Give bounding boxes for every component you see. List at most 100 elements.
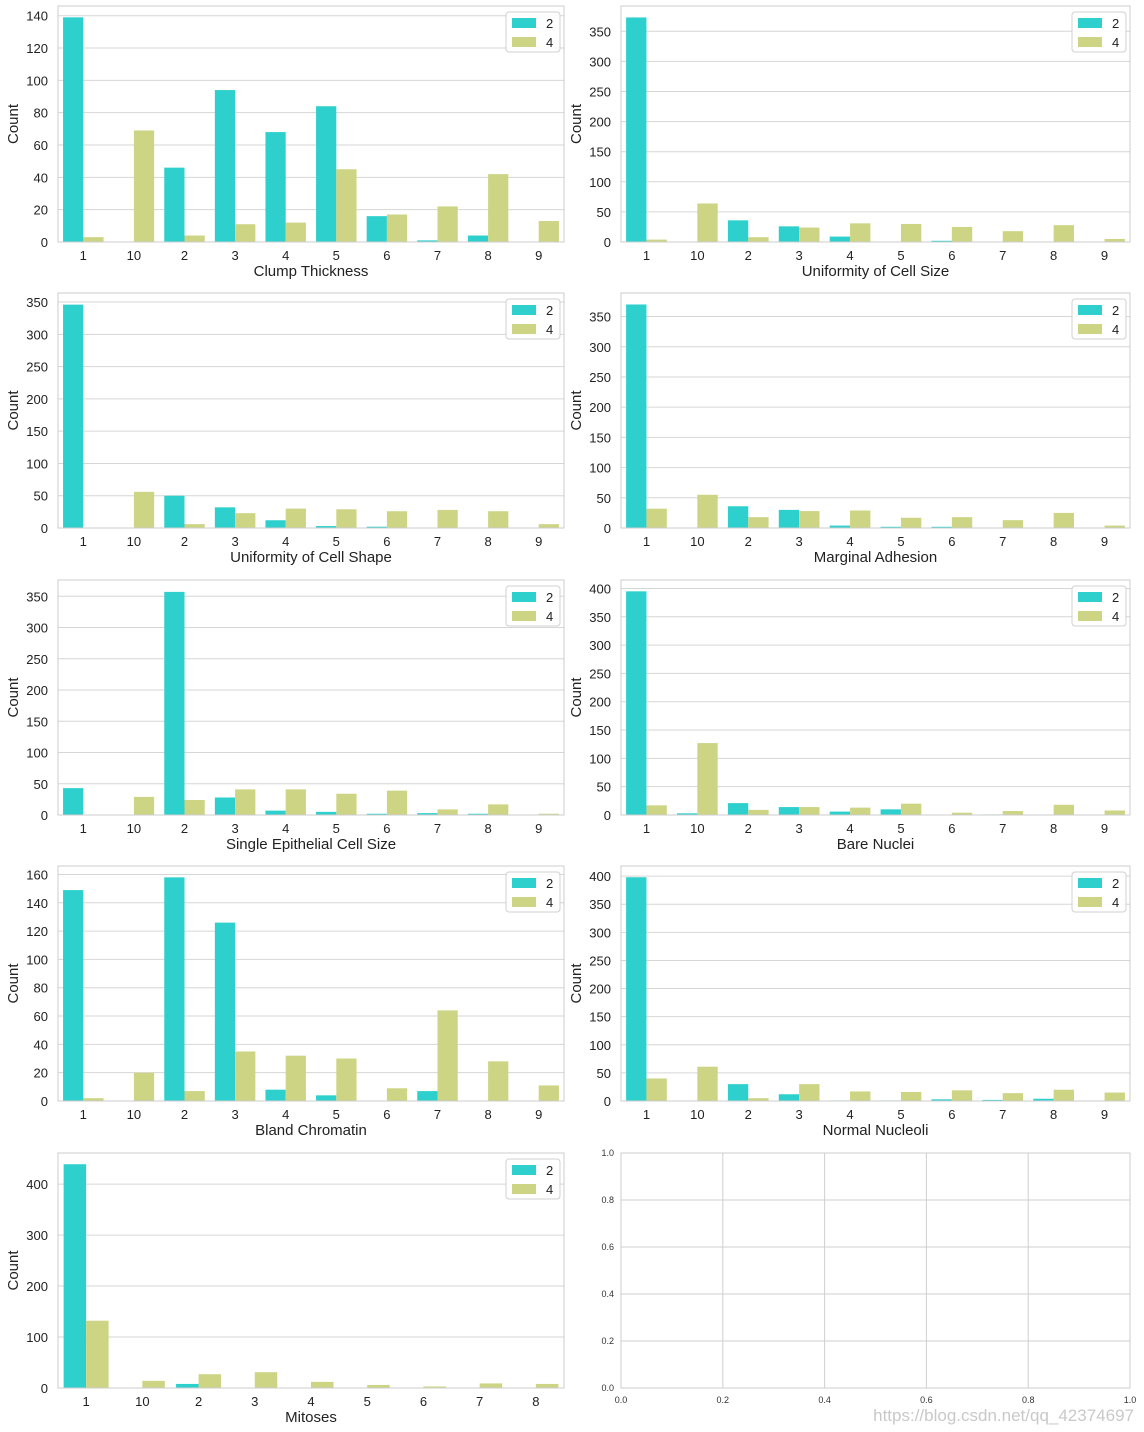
y-tick-label: 100 <box>26 1330 48 1345</box>
axes-frame <box>57 1152 565 1389</box>
y-tick-label: 160 <box>26 867 48 882</box>
bar-bland-chromatin-cat-8-series-4 <box>488 1061 509 1101</box>
x-tick-label: 10 <box>127 248 141 263</box>
x-tick-label: 8 <box>1050 821 1057 836</box>
legend: 24 <box>1071 298 1127 340</box>
y-tick-label: 100 <box>26 746 48 761</box>
y-tick-label: 0.2 <box>601 1336 614 1346</box>
x-tick-label: 7 <box>999 821 1006 836</box>
bar-clump-thickness-cat-9-series-4 <box>538 220 559 242</box>
y-axis-label: Count <box>568 677 585 718</box>
x-tick-label: 4 <box>282 534 289 549</box>
legend-label-4: 4 <box>1112 895 1119 910</box>
bar-uniformity-of-cell-shape-cat-8-series-4 <box>488 511 509 528</box>
bar-mitoses-cat-2-series-4 <box>198 1374 222 1388</box>
bar-uniformity-of-cell-shape-cat-4-series-4 <box>285 508 306 528</box>
y-tick-label: 0 <box>41 235 48 250</box>
y-tick-label: 100 <box>589 175 611 190</box>
legend-label-2: 2 <box>1112 876 1119 891</box>
bar-mitoses-cat-10-series-4 <box>142 1380 165 1388</box>
bar-single-epithelial-cell-size-cat-5-series-4 <box>336 793 357 815</box>
bar-normal-nucleoli-cat-8-series-4 <box>1053 1089 1075 1101</box>
y-tick-label: 20 <box>34 203 48 218</box>
y-axis-label: Count <box>5 103 22 144</box>
axes-frame <box>620 865 1131 1102</box>
y-tick-label: 300 <box>589 340 611 355</box>
x-tick-label: 6 <box>383 248 390 263</box>
y-tick-label: 60 <box>34 1009 48 1024</box>
x-tick-label: 1 <box>80 821 87 836</box>
y-tick-label: 120 <box>26 41 48 56</box>
y-tick-label: 250 <box>589 666 611 681</box>
bar-mitoses-cat-5-series-4 <box>367 1384 390 1388</box>
bar-bland-chromatin-cat-7-series-2 <box>417 1091 438 1101</box>
x-tick-label: 9 <box>535 821 542 836</box>
x-tick-label: 1 <box>643 248 650 263</box>
bar-single-epithelial-cell-size-cat-4-series-4 <box>285 789 306 815</box>
x-tick-label: 9 <box>1101 248 1108 263</box>
bar-uniformity-of-cell-size-cat-7-series-4 <box>1002 231 1024 242</box>
x-tick-label: 9 <box>1101 821 1108 836</box>
legend-swatch-2 <box>512 305 536 315</box>
x-tick-label: 7 <box>999 248 1006 263</box>
bar-single-epithelial-cell-size-cat-4-series-2 <box>265 810 286 815</box>
y-tick-label: 0.0 <box>601 1383 614 1393</box>
y-tick-label: 0.6 <box>601 1242 614 1252</box>
bar-mitoses-cat-1-series-4 <box>86 1320 109 1388</box>
bar-bare-nuclei-cat-9-series-4 <box>1104 810 1125 815</box>
bar-clump-thickness-cat-5-series-2 <box>316 106 337 242</box>
bar-uniformity-of-cell-shape-cat-5-series-2 <box>316 526 337 528</box>
bar-clump-thickness-cat-4-series-2 <box>265 132 286 242</box>
y-tick-label: 20 <box>34 1066 48 1081</box>
bar-bare-nuclei-cat-3-series-2 <box>778 807 800 815</box>
bar-mitoses-cat-6-series-4 <box>423 1386 446 1388</box>
y-axis-label: Count <box>5 677 22 718</box>
subplot-bland-chromatin: 0 20 40 60 80 100 120 140 160 1 10 2 3 4 5 6 7 8 9 Bland Ch… <box>5 865 565 1139</box>
y-tick-label: 200 <box>26 1279 48 1294</box>
legend-swatch-2 <box>512 18 536 28</box>
legend-swatch-2 <box>512 1165 536 1175</box>
bar-single-epithelial-cell-size-cat-8-series-2 <box>467 813 489 815</box>
bar-mitoses-cat-8-series-4 <box>535 1383 559 1388</box>
bar-clump-thickness-cat-2-series-2 <box>164 167 185 242</box>
bar-marginal-adhesion-cat-2-series-4 <box>748 517 769 528</box>
x-tick-label: 1 <box>80 248 87 263</box>
legend-label-4: 4 <box>546 895 553 910</box>
bar-bare-nuclei-cat-4-series-4 <box>850 807 871 815</box>
bar-uniformity-of-cell-size-cat-5-series-4 <box>900 223 922 242</box>
bar-mitoses-cat-2-series-2 <box>176 1383 199 1388</box>
x-tick-label: 10 <box>127 534 141 549</box>
legend-label-2: 2 <box>1112 303 1119 318</box>
subplot-empty-axes: 0.0 0.2 0.4 0.6 0.8 1.0 0.0 0.2 0.4 0.6 0.8 1.0 <box>601 1148 1136 1405</box>
subplot-bare-nuclei: 0 50 100 150 200 250 300 350 400 1 10 2 3 4 5 6 7 8 9 Bare … <box>568 579 1131 853</box>
bar-clump-thickness-cat-6-series-4 <box>386 214 408 242</box>
legend-label-4: 4 <box>546 322 553 337</box>
x-axis-label: Clump Thickness <box>254 263 369 280</box>
x-tick-label: 8 <box>484 534 491 549</box>
bar-bare-nuclei-cat-7-series-4 <box>1002 811 1024 815</box>
legend-label-4: 4 <box>546 1182 553 1197</box>
bar-uniformity-of-cell-shape-cat-2-series-4 <box>184 524 205 528</box>
x-tick-label: 8 <box>1050 534 1057 549</box>
x-tick-label: 2 <box>181 821 188 836</box>
x-tick-label: 4 <box>282 248 289 263</box>
bar-marginal-adhesion-cat-5-series-4 <box>900 517 922 528</box>
bar-single-epithelial-cell-size-cat-2-series-4 <box>184 800 205 815</box>
y-tick-label: 350 <box>589 897 611 912</box>
bar-single-epithelial-cell-size-cat-7-series-2 <box>417 813 438 815</box>
x-tick-label: 5 <box>333 1107 340 1122</box>
bar-uniformity-of-cell-size-cat-6-series-2 <box>931 240 952 242</box>
x-tick-label: 6 <box>948 1107 955 1122</box>
bar-clump-thickness-cat-10-series-4 <box>133 130 155 242</box>
x-tick-label: 10 <box>690 821 704 836</box>
legend-label-4: 4 <box>1112 322 1119 337</box>
bar-normal-nucleoli-cat-2-series-4 <box>748 1098 769 1101</box>
bar-marginal-adhesion-cat-3-series-4 <box>799 511 820 528</box>
y-tick-label: 0 <box>604 1094 611 1109</box>
x-tick-label: 2 <box>745 1107 752 1122</box>
bar-uniformity-of-cell-shape-cat-6-series-2 <box>366 526 387 528</box>
y-tick-label: 50 <box>34 489 48 504</box>
x-tick-label: 5 <box>333 248 340 263</box>
x-tick-label: 3 <box>231 1107 238 1122</box>
